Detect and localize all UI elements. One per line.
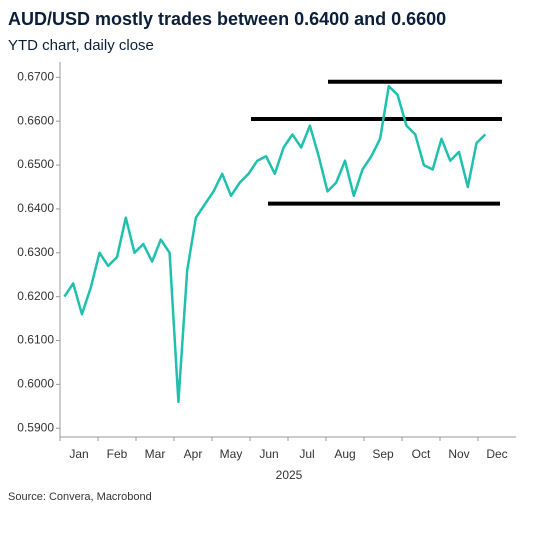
- x-tick-label: Feb: [107, 447, 128, 461]
- y-tick-label: 0.6700: [17, 70, 54, 84]
- x-tick-label: Jul: [299, 447, 314, 461]
- x-tick-label: Mar: [145, 447, 166, 461]
- y-tick-label: 0.5900: [17, 420, 54, 434]
- chart-subtitle: YTD chart, daily close: [8, 37, 154, 54]
- source: Source: Convera, Macrobond: [8, 491, 152, 503]
- y-tick-label: 0.6300: [17, 245, 54, 259]
- y-tick-label: 0.6500: [17, 157, 54, 171]
- x-tick-label: Sep: [372, 447, 394, 461]
- y-tick-label: 0.6600: [17, 113, 54, 127]
- y-tick-label: 0.6100: [17, 333, 54, 347]
- data-line: [63, 84, 487, 404]
- x-axis-label: 2025: [276, 468, 303, 482]
- x-tick-label: May: [220, 447, 243, 461]
- x-tick-label: Apr: [184, 447, 203, 461]
- x-tick-label: Oct: [412, 447, 431, 461]
- y-tick-label: 0.6200: [17, 289, 54, 303]
- y-tick-label: 0.6400: [17, 201, 54, 215]
- x-tick-label: Dec: [486, 447, 507, 461]
- x-tick-label: Nov: [448, 447, 469, 461]
- x-tick-label: Aug: [334, 447, 355, 461]
- chart-title: AUD/USD mostly trades between 0.6400 and…: [8, 9, 446, 29]
- x-tick-label: Jun: [259, 447, 278, 461]
- x-tick-label: Jan: [69, 447, 88, 461]
- y-tick-label: 0.6000: [17, 377, 54, 391]
